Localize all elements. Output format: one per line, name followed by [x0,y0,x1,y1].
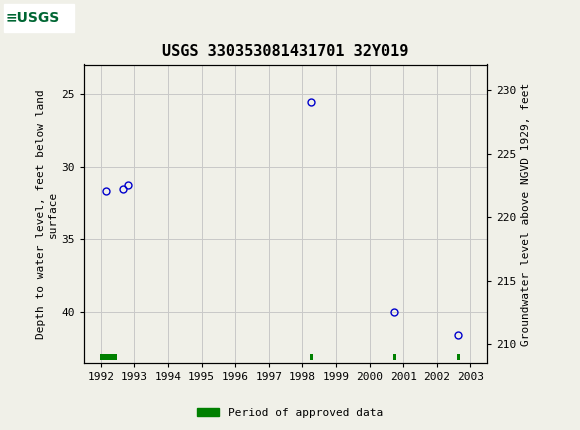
Y-axis label: Groundwater level above NGVD 1929, feet: Groundwater level above NGVD 1929, feet [521,82,531,346]
Bar [4,4,74,32]
Title: USGS 330353081431701 32Y019: USGS 330353081431701 32Y019 [162,44,409,59]
Bar [310,353,313,360]
Bar [457,353,460,360]
Bar [100,353,117,360]
Bar [393,353,396,360]
Text: ≡USGS: ≡USGS [6,11,60,25]
Y-axis label: Depth to water level, feet below land
surface: Depth to water level, feet below land su… [36,89,57,339]
Legend: Period of approved data: Period of approved data [193,403,387,422]
